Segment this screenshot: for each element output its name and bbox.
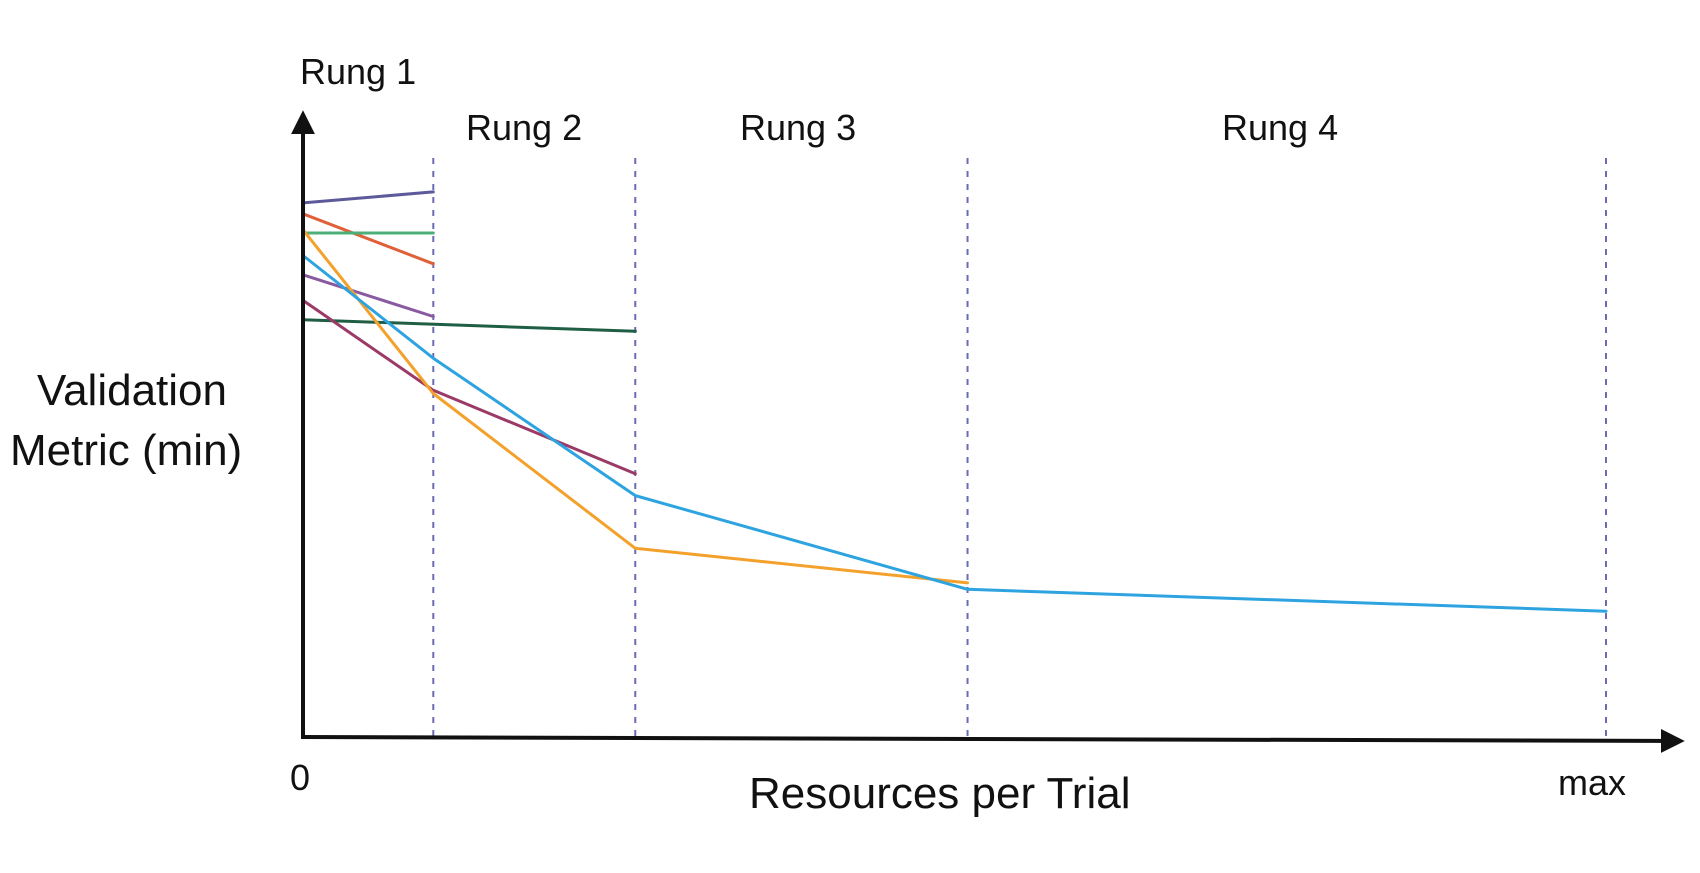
rung-boundaries	[432, 158, 1607, 737]
series-line-2	[301, 212, 435, 266]
rung-label-4: Rung 4	[1222, 107, 1338, 148]
series-line-8	[301, 254, 1608, 613]
series-line-6	[301, 298, 637, 476]
rung-label-3: Rung 3	[740, 107, 856, 148]
series-line-4	[301, 273, 435, 318]
y-axis-label-line-1: Validation	[37, 366, 227, 415]
x-tick-zero: 0	[290, 757, 310, 798]
series-line-7	[301, 228, 969, 585]
x-tick-max: max	[1558, 762, 1626, 803]
rung-label-1: Rung 1	[300, 51, 416, 92]
rung-label-2: Rung 2	[466, 107, 582, 148]
x-axis-label: Resources per Trial	[749, 769, 1130, 818]
series-line-1	[301, 190, 435, 205]
series-lines	[301, 190, 1608, 613]
y-axis-label-line-2: Metric (min)	[10, 426, 242, 475]
series-line-5	[301, 318, 637, 333]
x-axis	[300, 728, 1685, 753]
